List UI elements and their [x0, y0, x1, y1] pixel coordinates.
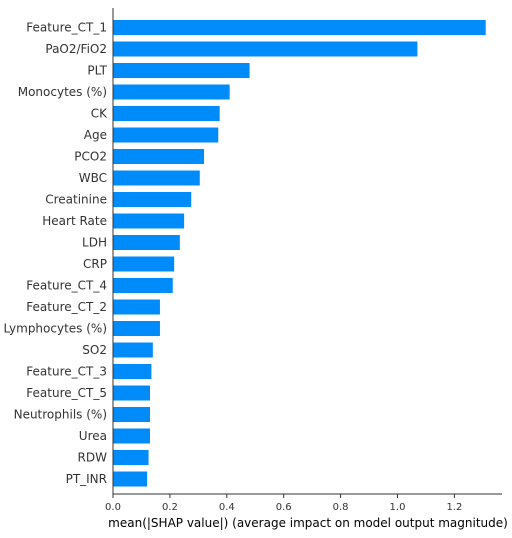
y-tick-label: RDW — [78, 451, 108, 465]
bar-monocytes- — [113, 84, 230, 100]
bar-age — [113, 127, 219, 143]
y-tick-label: Creatinine — [45, 193, 107, 207]
x-tick-label: 0.0 — [105, 502, 121, 513]
y-tick-label: Age — [84, 128, 107, 142]
y-tick-label: Monocytes (%) — [18, 85, 107, 99]
y-tick-label: Lymphocytes (%) — [3, 322, 107, 336]
bar-creatinine — [113, 192, 192, 207]
bar-pao2-fio2 — [113, 41, 418, 57]
bar-neutrophils- — [113, 407, 150, 422]
y-tick-label: PaO2/FiO2 — [45, 42, 107, 56]
bar-crp — [113, 256, 175, 272]
y-tick-label: Feature_CT_5 — [26, 386, 107, 400]
y-tick-label: Feature_CT_1 — [26, 21, 107, 35]
bar-feature-ct-5 — [113, 385, 150, 401]
bar-urea — [113, 428, 150, 444]
y-tick-label: Neutrophils (%) — [14, 408, 107, 422]
y-tick-labels: Feature_CT_1 PaO2/FiO2 PLT Monocytes (%) CK A… — [3, 21, 108, 487]
bar-feature-ct-1 — [113, 20, 486, 35]
y-tick-label: Feature_CT_3 — [26, 365, 107, 379]
bar-feature-ct-4 — [113, 278, 173, 293]
bar-so2 — [113, 342, 153, 358]
x-axis-label: mean(|SHAP value|) (average impact on mo… — [108, 516, 508, 530]
y-tick-label: Heart Rate — [42, 214, 107, 228]
bar-pco2 — [113, 149, 205, 164]
x-tick-label: 0.8 — [333, 502, 349, 513]
bar-ldh — [113, 235, 180, 250]
x-tick-label: 0.4 — [219, 502, 235, 513]
bars-layer — [113, 20, 486, 487]
y-tick-label: Feature_CT_4 — [26, 279, 107, 293]
x-tick-label: 1.0 — [390, 502, 406, 513]
bar-ck — [113, 106, 220, 121]
bar-feature-ct-2 — [113, 299, 160, 315]
x-tick-label: 0.2 — [162, 502, 178, 513]
y-tick-label: Feature_CT_2 — [26, 300, 107, 314]
y-tick-label: SO2 — [82, 343, 107, 357]
y-tick-label: PLT — [87, 64, 107, 78]
y-tick-label: CK — [91, 107, 108, 121]
x-tick-label: 0.6 — [276, 502, 292, 513]
y-tick-label: CRP — [83, 257, 107, 271]
bar-wbc — [113, 170, 200, 186]
y-tick-label: PCO2 — [74, 150, 107, 164]
y-tick-label: WBC — [79, 171, 107, 185]
bar-feature-ct-3 — [113, 364, 152, 379]
bar-lymphocytes- — [113, 321, 160, 336]
y-tick-label: LDH — [82, 236, 107, 250]
bar-heart-rate — [113, 213, 185, 229]
bar-pt-inr — [113, 471, 148, 487]
x-ticks: 0.0 0.2 0.4 0.6 0.8 1.0 1.2 — [105, 494, 462, 513]
y-tick-label: Urea — [79, 429, 107, 443]
bar-rdw — [113, 450, 149, 465]
bar-plt — [113, 63, 250, 78]
x-tick-label: 1.2 — [446, 502, 462, 513]
y-tick-label: PT_INR — [66, 472, 107, 486]
